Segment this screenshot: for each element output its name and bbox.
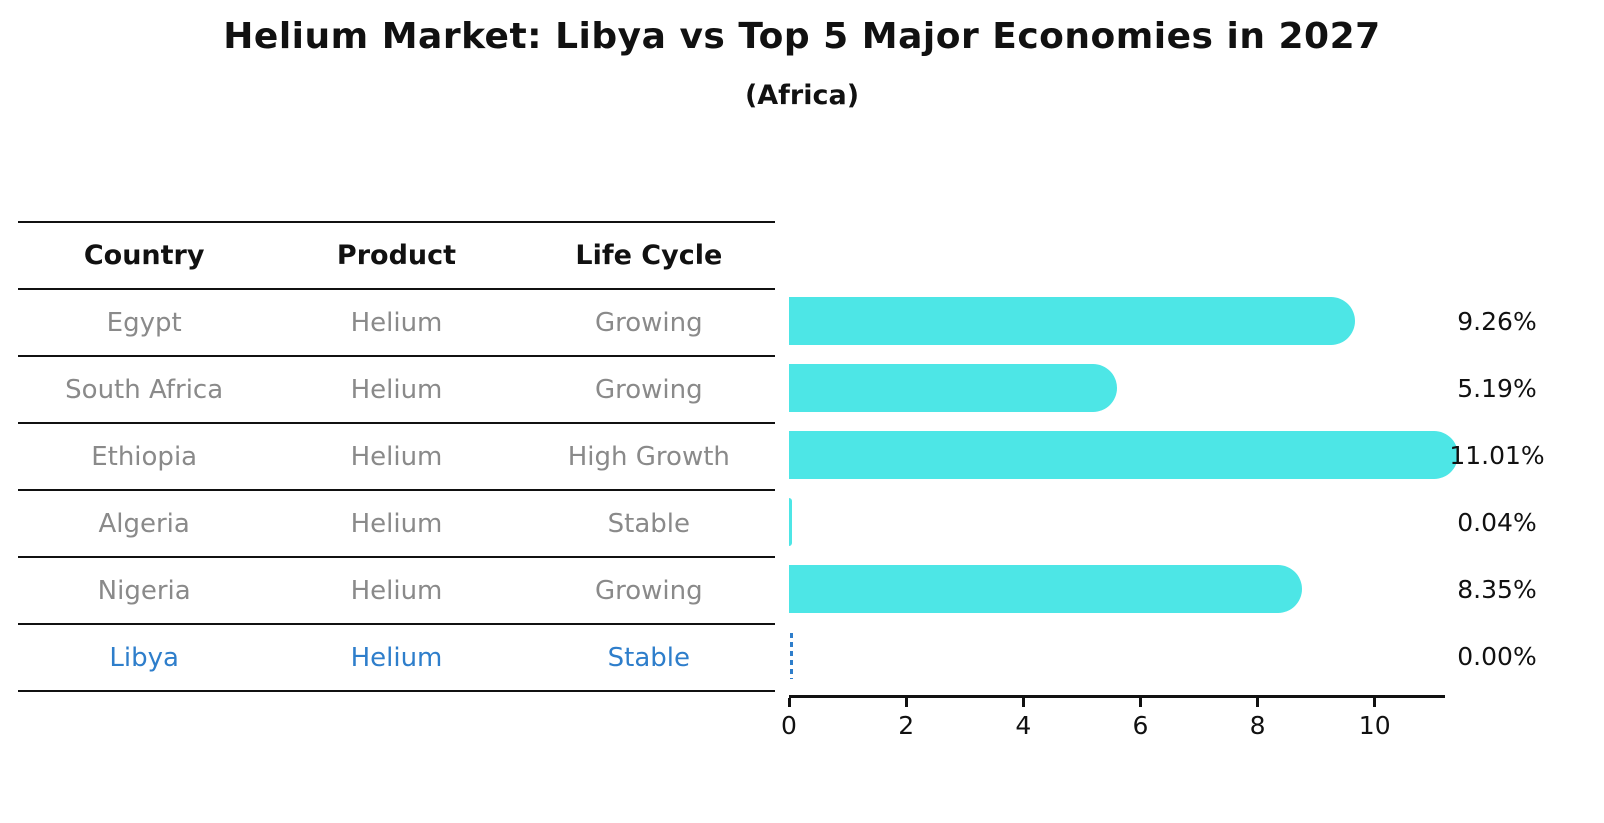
table-cell-product: Helium [350, 508, 443, 539]
x-tick-label: 4 [1015, 711, 1032, 740]
bar-row [789, 556, 1445, 623]
x-tick-mark [1021, 698, 1025, 707]
col-header-country: Country [83, 240, 205, 271]
x-tick-mark [904, 698, 908, 707]
table-body: Egypt Helium Growing South Africa Helium… [18, 290, 775, 692]
bar-row [789, 489, 1445, 556]
x-tick-label: 8 [1249, 711, 1266, 740]
x-tick-label: 6 [1132, 711, 1149, 740]
chart-subtitle: (Africa) [744, 80, 860, 111]
table-cell-life-cycle: Stable [607, 508, 690, 539]
table-header-row: Country Product Life Cycle [18, 223, 775, 290]
x-tick-label: 10 [1358, 711, 1391, 740]
table-cell-life-cycle: Growing [594, 307, 703, 338]
country-table: Country Product Life Cycle Egypt Helium … [18, 221, 775, 692]
x-axis-ticks: 0 2 4 6 8 10 [781, 698, 1445, 758]
bar-value-label: 0.00% [1457, 642, 1537, 671]
bar-value-label: 9.26% [1457, 307, 1537, 336]
bar-row [789, 623, 1445, 690]
table-cell-product: Helium [350, 441, 443, 472]
bar-south-africa [789, 364, 1117, 412]
zero-value-dashed-marker [790, 633, 793, 679]
bar-nigeria [789, 565, 1303, 613]
bar-value-label: 0.04% [1457, 508, 1537, 537]
x-tick-label: 2 [898, 711, 915, 740]
table-cell-country: South Africa [65, 374, 224, 405]
table-row: Ethiopia Helium High Growth [18, 424, 775, 491]
x-axis-line [789, 695, 1445, 698]
table-row: Egypt Helium Growing [18, 290, 775, 357]
bar-algeria [789, 498, 792, 546]
x-tick-mark [787, 698, 791, 707]
table-row: South Africa Helium Growing [18, 357, 775, 424]
table-cell-product: Helium [350, 575, 443, 606]
bar-row [789, 355, 1445, 422]
table-cell-country: Egypt [106, 307, 182, 338]
table-cell-life-cycle: Growing [594, 575, 703, 606]
bar-ethiopia [789, 431, 1458, 479]
table-cell-product: Helium [350, 307, 443, 338]
table-cell-life-cycle: Growing [594, 374, 703, 405]
table-cell-country: Nigeria [97, 575, 191, 606]
col-header-product: Product [336, 240, 457, 271]
table-cell-product: Helium [350, 374, 443, 405]
bar-row [789, 422, 1458, 489]
table-cell-life-cycle: Stable [607, 642, 690, 673]
bar-value-label: 5.19% [1457, 374, 1537, 403]
col-header-life-cycle: Life Cycle [575, 240, 723, 271]
bar-plot-area [789, 288, 1458, 690]
table-cell-product: Helium [350, 642, 443, 673]
table-cell-life-cycle: High Growth [567, 441, 730, 472]
bar-value-label: 8.35% [1457, 575, 1537, 604]
table-cell-country: Algeria [98, 508, 190, 539]
bar-row [789, 288, 1445, 355]
x-tick-mark [1138, 698, 1142, 707]
table-cell-country: Ethiopia [91, 441, 198, 472]
x-tick-mark [1256, 698, 1260, 707]
value-label-column: 9.26% 5.19% 11.01% 0.04% 8.35% 0.00% [1432, 288, 1562, 690]
table-row: Libya Helium Stable [18, 625, 775, 692]
table-row: Algeria Helium Stable [18, 491, 775, 558]
bar-value-label: 11.01% [1449, 441, 1545, 470]
bar-egypt [789, 297, 1356, 345]
chart-title: Helium Market: Libya vs Top 5 Major Econ… [223, 16, 1381, 57]
x-tick-mark [1373, 698, 1377, 707]
table-cell-country: Libya [109, 642, 179, 673]
table-row: Nigeria Helium Growing [18, 558, 775, 625]
x-tick-label: 0 [781, 711, 797, 740]
